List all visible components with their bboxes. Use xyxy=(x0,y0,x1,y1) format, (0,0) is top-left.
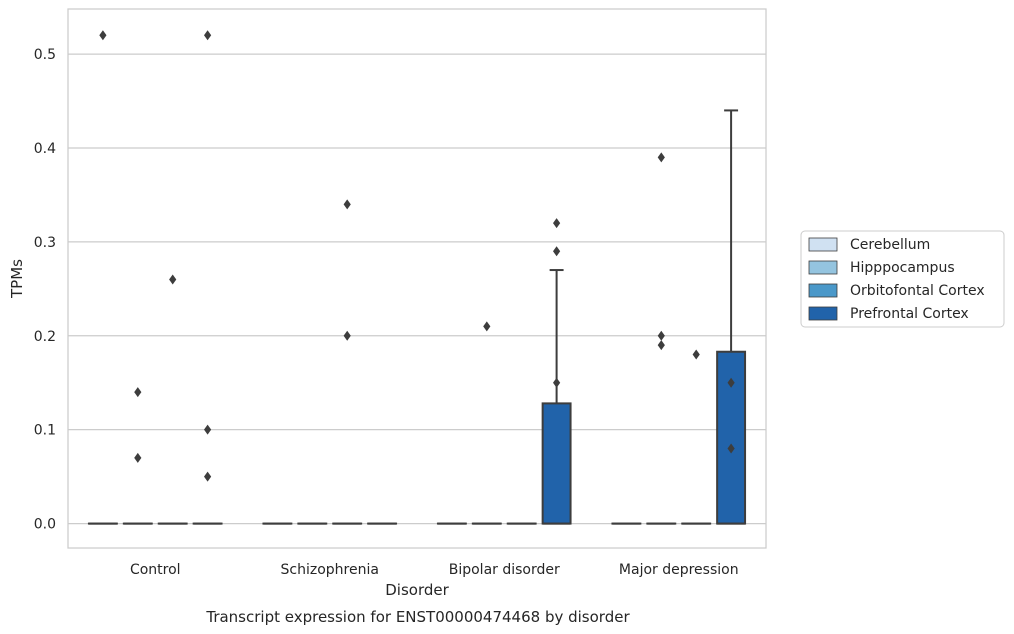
legend-swatch xyxy=(808,283,838,298)
y-tick-label: 0.1 xyxy=(34,423,56,439)
outlier-point xyxy=(204,30,212,41)
outlier-point xyxy=(204,424,212,435)
legend-swatch xyxy=(808,306,838,321)
legend-label: Prefrontal Cortex xyxy=(850,306,969,322)
box-plot-area xyxy=(87,30,747,525)
outlier-point xyxy=(134,452,142,463)
box xyxy=(716,350,747,525)
y-axis-ticks: 0.0 0.1 0.2 0.3 0.4 0.5 xyxy=(34,47,56,533)
box xyxy=(541,402,572,525)
box-group xyxy=(471,321,502,525)
y-tick-label: 0.3 xyxy=(34,235,56,251)
x-axis-ticks: Control Schizophrenia Bipolar disorder Majo… xyxy=(130,562,739,578)
box-group xyxy=(87,30,118,525)
outlier-point xyxy=(553,218,561,229)
box-group xyxy=(541,218,572,525)
outlier-point xyxy=(343,330,351,341)
outlier-point xyxy=(99,30,107,41)
box-group xyxy=(192,30,223,525)
outlier-point xyxy=(134,387,142,398)
outlier-point xyxy=(657,330,665,341)
legend-label: Orbitofontal Cortex xyxy=(850,283,985,299)
box-group xyxy=(646,152,677,525)
legend-label: Cerebellum xyxy=(850,237,930,253)
legend-frame xyxy=(800,230,1005,328)
outlier-point xyxy=(657,152,665,163)
x-tick-label: Schizophrenia xyxy=(281,562,379,578)
legend-label: Hipppocampus xyxy=(850,260,955,276)
legend-swatch xyxy=(808,260,838,275)
outlier-point xyxy=(727,377,735,388)
box-group xyxy=(157,274,188,525)
x-axis-title: Disorder xyxy=(385,581,449,599)
gridlines xyxy=(68,53,766,525)
legend-swatch xyxy=(808,237,838,252)
outlier-point xyxy=(169,274,177,285)
box-group xyxy=(332,199,363,525)
x-tick-label: Control xyxy=(130,562,181,578)
box-group xyxy=(716,109,747,525)
outlier-point xyxy=(204,471,212,482)
x-tick-label: Bipolar disorder xyxy=(449,562,560,578)
outlier-point xyxy=(692,349,700,360)
box-group xyxy=(122,387,153,525)
y-axis-title: TPMs xyxy=(8,259,26,299)
outlier-point xyxy=(553,377,561,388)
outlier-point xyxy=(343,199,351,210)
outlier-point xyxy=(483,321,491,332)
legend: Cerebellum Hipppocampus Orbitofontal Corte… xyxy=(800,230,1005,328)
y-tick-label: 0.5 xyxy=(34,47,56,63)
box-group xyxy=(681,349,712,525)
outlier-point xyxy=(657,340,665,351)
outlier-point xyxy=(727,443,735,454)
plot-frame xyxy=(67,8,767,549)
y-tick-label: 0.0 xyxy=(34,517,56,533)
x-tick-label: Major depression xyxy=(619,562,739,578)
y-tick-label: 0.4 xyxy=(34,141,56,157)
y-tick-label: 0.2 xyxy=(34,329,56,345)
outlier-point xyxy=(553,246,561,257)
chart-caption: Transcript expression for ENST0000047446… xyxy=(205,608,630,626)
